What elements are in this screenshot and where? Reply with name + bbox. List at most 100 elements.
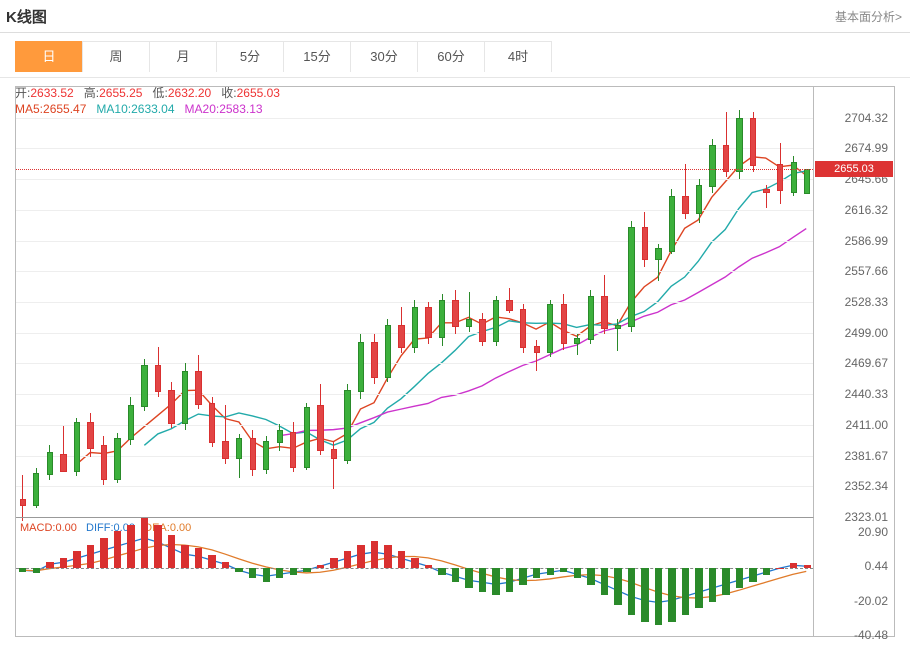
candle[interactable]	[343, 87, 351, 517]
price-tick: 2352.34	[845, 479, 888, 493]
candle[interactable]	[573, 87, 581, 517]
candle[interactable]	[127, 87, 135, 517]
chart-title: K线图	[6, 6, 47, 27]
candle[interactable]	[32, 87, 40, 517]
candle[interactable]	[113, 87, 121, 517]
candle[interactable]	[614, 87, 622, 517]
candle[interactable]	[316, 87, 324, 517]
candle[interactable]	[235, 87, 243, 517]
macd-bar	[303, 568, 310, 571]
macd-bar	[168, 535, 175, 568]
candle[interactable]	[735, 87, 743, 517]
candle[interactable]	[303, 87, 311, 517]
candle[interactable]	[762, 87, 770, 517]
candle[interactable]	[708, 87, 716, 517]
macd-bar	[682, 568, 689, 615]
tab-5分[interactable]: 5分	[216, 41, 284, 72]
candle[interactable]	[587, 87, 595, 517]
candle[interactable]	[790, 87, 798, 517]
macd-bar	[208, 555, 215, 568]
tab-日[interactable]: 日	[15, 41, 83, 72]
macd-bar	[222, 562, 229, 569]
macd-bar	[73, 551, 80, 568]
macd-bar	[235, 568, 242, 571]
candle[interactable]	[167, 87, 175, 517]
candle[interactable]	[46, 87, 54, 517]
candle[interactable]	[451, 87, 459, 517]
candle[interactable]	[546, 87, 554, 517]
candle[interactable]	[59, 87, 67, 517]
candle[interactable]	[100, 87, 108, 517]
candle[interactable]	[681, 87, 689, 517]
macd-bar	[547, 568, 554, 575]
macd-bar	[776, 568, 783, 569]
macd-bar	[344, 551, 351, 568]
candle[interactable]	[533, 87, 541, 517]
candle[interactable]	[519, 87, 527, 517]
candle[interactable]	[505, 87, 513, 517]
candle[interactable]	[140, 87, 148, 517]
macd-bar	[141, 518, 148, 568]
macd-bar	[533, 568, 540, 578]
tab-60分[interactable]: 60分	[417, 41, 485, 72]
candle[interactable]	[86, 87, 94, 517]
macd-bar	[249, 568, 256, 578]
macd-bar	[655, 568, 662, 625]
macd-tick: -40.48	[854, 628, 888, 642]
macd-bar	[290, 568, 297, 575]
candle[interactable]	[73, 87, 81, 517]
candle[interactable]	[478, 87, 486, 517]
macd-bar	[492, 568, 499, 595]
candle[interactable]	[249, 87, 257, 517]
macd-bar	[384, 545, 391, 568]
tab-周[interactable]: 周	[82, 41, 150, 72]
candle[interactable]	[560, 87, 568, 517]
fundamental-link[interactable]: 基本面分析>	[835, 8, 902, 25]
macd-bar	[411, 558, 418, 568]
tab-15分[interactable]: 15分	[283, 41, 351, 72]
candle[interactable]	[492, 87, 500, 517]
candle[interactable]	[641, 87, 649, 517]
tab-30分[interactable]: 30分	[350, 41, 418, 72]
candle[interactable]	[370, 87, 378, 517]
candle[interactable]	[397, 87, 405, 517]
candle[interactable]	[695, 87, 703, 517]
candle[interactable]	[181, 87, 189, 517]
macd-bar	[628, 568, 635, 615]
candle[interactable]	[330, 87, 338, 517]
chart-area: 2655.03 2323.012352.342381.672411.002440…	[15, 86, 895, 637]
candle[interactable]	[668, 87, 676, 517]
macd-bar	[19, 568, 26, 571]
candle[interactable]	[289, 87, 297, 517]
candle[interactable]	[722, 87, 730, 517]
candle[interactable]	[221, 87, 229, 517]
macd-bar	[371, 541, 378, 568]
candle[interactable]	[262, 87, 270, 517]
macd-bar	[601, 568, 608, 595]
macd-bar	[127, 525, 134, 569]
macd-bar	[479, 568, 486, 591]
candle[interactable]	[627, 87, 635, 517]
candle[interactable]	[654, 87, 662, 517]
candle[interactable]	[194, 87, 202, 517]
macd-pane[interactable]: MACD:0.00 DIFF:0.00 DEA:0.00	[16, 517, 814, 636]
macd-bar	[614, 568, 621, 605]
candle[interactable]	[776, 87, 784, 517]
candle[interactable]	[154, 87, 162, 517]
candle[interactable]	[208, 87, 216, 517]
candle[interactable]	[600, 87, 608, 517]
candle[interactable]	[276, 87, 284, 517]
candle[interactable]	[438, 87, 446, 517]
candlestick-pane[interactable]: 2655.03	[16, 87, 814, 517]
tab-月[interactable]: 月	[149, 41, 217, 72]
candle[interactable]	[411, 87, 419, 517]
candle[interactable]	[424, 87, 432, 517]
candle[interactable]	[803, 87, 811, 517]
candle[interactable]	[19, 87, 27, 517]
candle[interactable]	[357, 87, 365, 517]
candle[interactable]	[749, 87, 757, 517]
tab-4时[interactable]: 4时	[484, 41, 552, 72]
candle[interactable]	[465, 87, 473, 517]
macd-bar	[357, 545, 364, 568]
candle[interactable]	[384, 87, 392, 517]
